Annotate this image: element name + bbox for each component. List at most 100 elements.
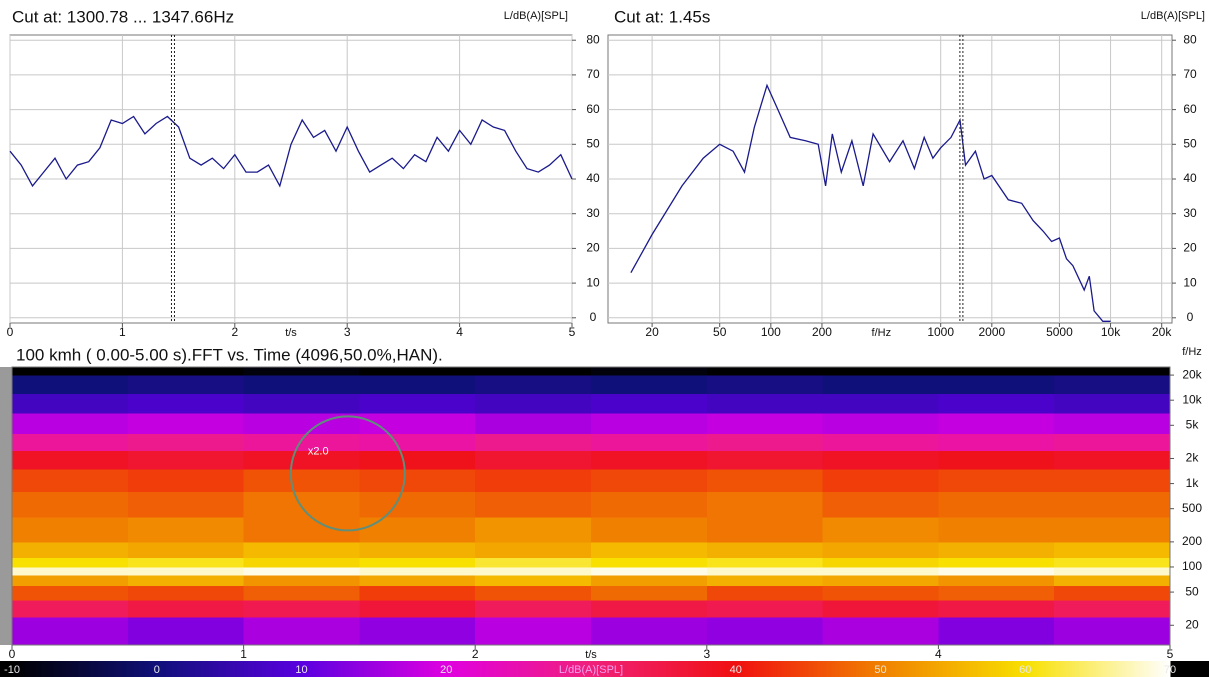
heatmap-cell [475,542,591,558]
heatmap-cell [244,585,360,600]
heatmap-cell [707,492,823,518]
heatmap-cell [475,600,591,618]
heatmap-cell [1054,492,1170,518]
heatmap-cell [707,517,823,543]
colorbar-segment [1025,661,1170,677]
colorbar-tick-label: -10 [4,664,20,676]
heatmap-cell [128,617,244,645]
heatmap-cell [707,617,823,645]
heatmap-cell [128,542,244,558]
x-tick-label: 5000 [1046,325,1073,339]
y-tick-label: 40 [586,171,600,185]
heatmap-cell [823,375,939,394]
heatmap-cell [244,492,360,518]
heatmap-cell [938,517,1054,543]
heatmap-cell [359,585,475,600]
x-tick-label: 50 [713,325,727,339]
y-tick-label: 40 [1183,171,1197,185]
x-axis-label: t/s [585,649,597,661]
heatmap-cell [475,450,591,469]
colorbar-label: L/dB(A)[SPL] [559,664,623,676]
heatmap-cell [1054,575,1170,586]
y-tick-label: 2k [1186,451,1200,465]
heatmap-cell [12,542,128,558]
x-tick-label: 1000 [927,325,954,339]
heatmap-cell [938,585,1054,600]
y-tick-label: 100 [1182,559,1202,573]
heatmap-cell [12,367,128,376]
heatmap-cell [475,567,591,576]
heatmap-cell [12,469,128,492]
heatmap-cell [12,492,128,518]
heatmap-cell [12,517,128,543]
heatmap-cell [707,367,823,376]
y-axis-label: L/dB(A)[SPL] [504,10,568,22]
heatmap-cell [128,450,244,469]
heatmap-cell [359,575,475,586]
heatmap-cell [938,375,1054,394]
heatmap-cell [823,394,939,414]
x-tick-label: 5 [1167,647,1174,661]
heatmap-cell [12,375,128,394]
heatmap-cell [938,542,1054,558]
heatmap-cell [707,600,823,618]
heatmap-cell [707,413,823,434]
heatmap-cell [359,367,475,376]
heatmap-cell [244,394,360,414]
heatmap-cell [12,394,128,414]
x-tick-label: 5 [569,325,576,339]
y-tick-label: 0 [590,310,597,324]
heatmap-cell [823,492,939,518]
heatmap-cell [1054,542,1170,558]
heatmap-cell [12,575,128,586]
y-tick-label: 50 [586,136,600,150]
heatmap-cell [128,413,244,434]
x-tick-label: 1 [119,325,126,339]
heatmap-cell [823,600,939,618]
heatmap-cell [823,517,939,543]
heatmap-cell [475,433,591,451]
heatmap-cell [591,617,707,645]
heatmap-cell [823,585,939,600]
heatmap-cell [823,567,939,576]
heatmap-cell [359,557,475,567]
heatmap-cell [475,413,591,434]
heatmap-cell [359,433,475,451]
heatmap-cell [707,542,823,558]
y-tick-label: 0 [1187,310,1194,324]
x-axis-label: f/Hz [872,327,892,339]
heatmap-cell [707,585,823,600]
x-tick-label: 3 [344,325,351,339]
colorbar-tick-label: 20 [440,664,452,676]
heatmap-cell [1054,394,1170,414]
heatmap-cell [823,450,939,469]
y-tick-label: 50 [1183,136,1197,150]
heatmap-cell [128,367,244,376]
heatmap-cell [938,413,1054,434]
heatmap-cell [359,469,475,492]
heatmap-cell [1054,600,1170,618]
x-tick-label: 1 [240,647,247,661]
colorbar-tick-label: 70 [1164,664,1176,676]
heatmap-cell [591,567,707,576]
y-tick-label: 20 [1185,617,1199,631]
heatmap-cell [244,375,360,394]
heatmap-cell [128,469,244,492]
heatmap-cell [128,585,244,600]
heatmap-cell [938,469,1054,492]
heatmap-cell [359,375,475,394]
colorbar-tick-label: 50 [874,664,886,676]
heatmap-cell [244,575,360,586]
colorbar-tick-label: 0 [154,664,160,676]
heatmap-cell [707,375,823,394]
heatmap-cell [707,450,823,469]
y-tick-label: 80 [586,32,600,46]
heatmap-cell [707,557,823,567]
y-tick-label: 10 [586,275,600,289]
heatmap-cell [244,450,360,469]
y-tick-label: 50 [1185,584,1199,598]
x-tick-label: 0 [7,325,14,339]
x-tick-label: 20k [1152,325,1172,339]
